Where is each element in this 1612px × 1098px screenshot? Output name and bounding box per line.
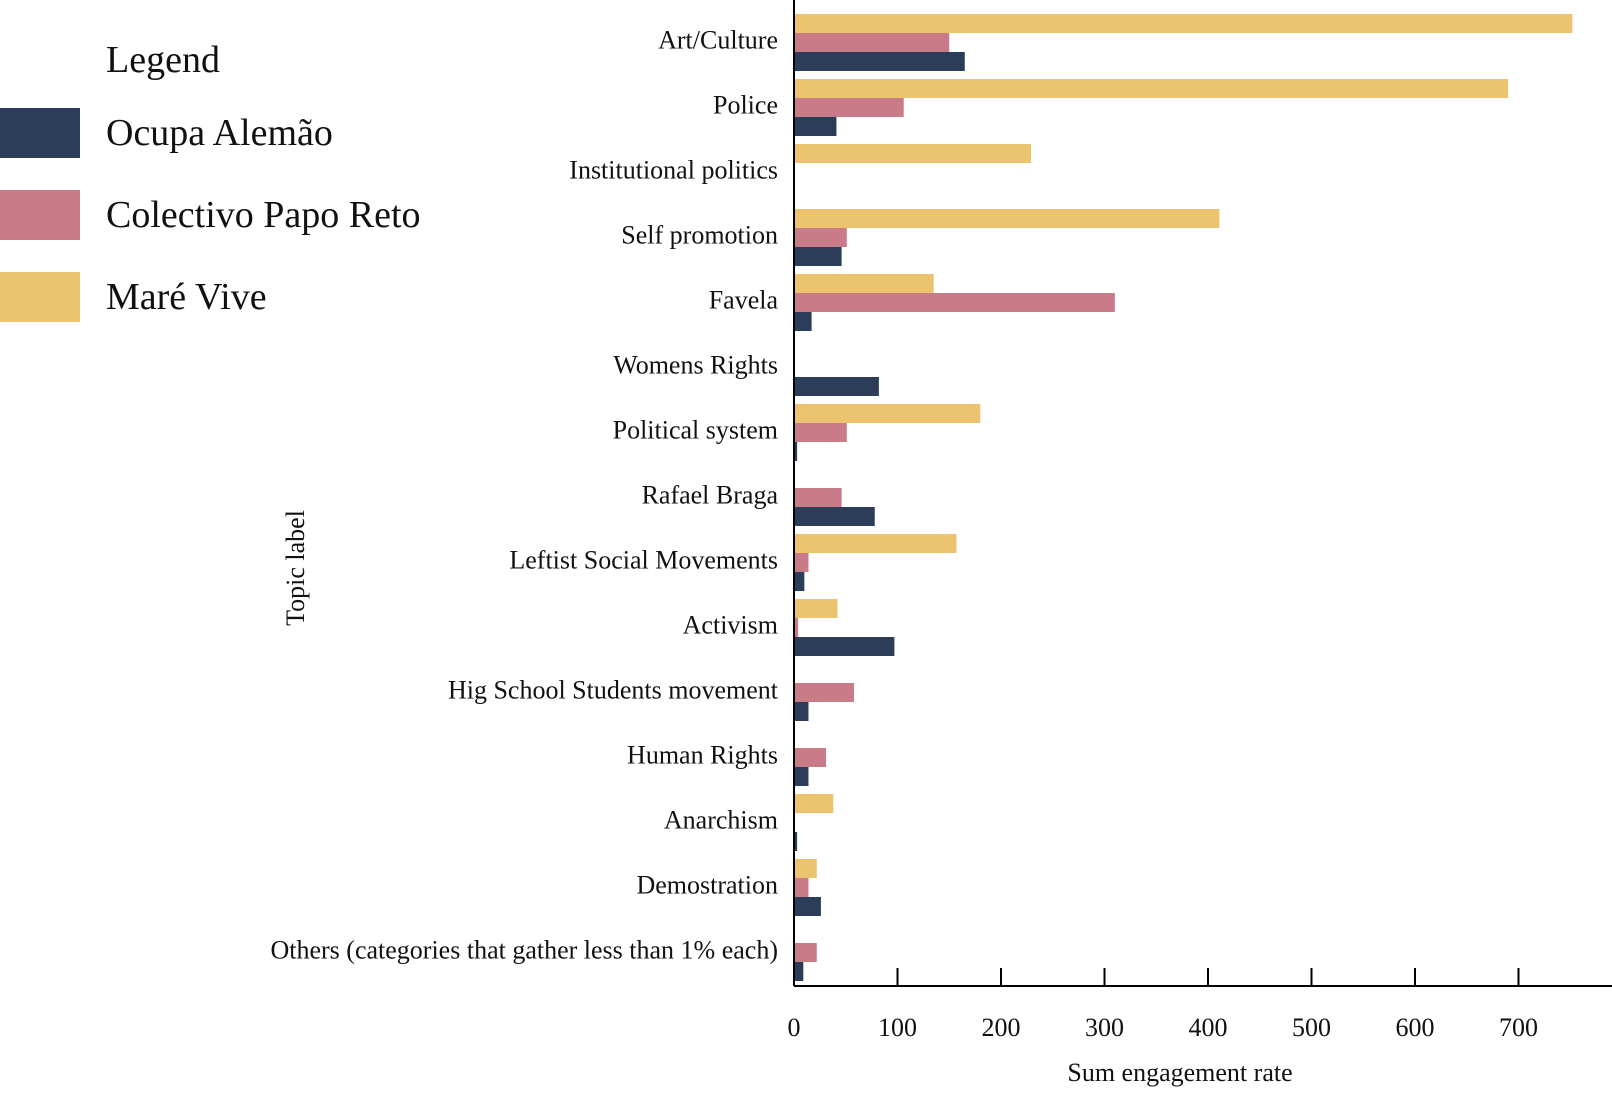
bar-mar-vive-institutional-politics [794, 144, 1032, 163]
bar-colectivo-papo-reto-activism [794, 618, 799, 637]
category-label-political-system: Political system [613, 415, 778, 444]
bar-ocupa-alem-o-hig-school-students-movement [794, 702, 809, 721]
x-tick-label-100: 100 [878, 1013, 917, 1042]
bar-ocupa-alem-o-favela [794, 312, 812, 331]
category-label-hig-school-students-movement: Hig School Students movement [448, 675, 779, 704]
category-label-art-culture: Art/Culture [658, 25, 778, 54]
bar-mar-vive-anarchism [794, 794, 834, 813]
category-label-self-promotion: Self promotion [621, 220, 778, 249]
category-label-womens-rights: Womens Rights [613, 350, 778, 379]
category-label-leftist-social-movements: Leftist Social Movements [509, 545, 778, 574]
bar-mar-vive-demostration [794, 859, 817, 878]
bar-colectivo-papo-reto-human-rights [794, 748, 827, 767]
bar-colectivo-papo-reto-hig-school-students-movement [794, 683, 855, 702]
category-label-anarchism: Anarchism [664, 805, 778, 834]
bar-mar-vive-favela [794, 274, 934, 293]
x-tick-label-400: 400 [1189, 1013, 1228, 1042]
bar-colectivo-papo-reto-leftist-social-movements [794, 553, 809, 572]
bar-ocupa-alem-o-human-rights [794, 767, 809, 786]
x-axis-ticks: 0 100 200 300 400 500 600 700 [788, 968, 1538, 1042]
category-label-police: Police [713, 90, 778, 119]
bar-colectivo-papo-reto-demostration [794, 878, 809, 897]
category-label-rafael-braga: Rafael Braga [642, 480, 779, 509]
bar-colectivo-papo-reto-self-promotion [794, 228, 847, 247]
legend-label-colectivo-papo-reto: Colectivo Papo Reto [106, 194, 421, 236]
category-label-institutional-politics: Institutional politics [569, 155, 778, 184]
x-tick-label-300: 300 [1085, 1013, 1124, 1042]
bar-ocupa-alem-o-activism [794, 637, 895, 656]
bar-ocupa-alem-o-others-categories-that-gather-less-than-1-each [794, 962, 804, 981]
legend-swatch-colectivo-papo-reto [0, 190, 80, 240]
x-tick-label-600: 600 [1396, 1013, 1435, 1042]
category-label-others-categories-that-gather-less-than-1-each: Others (categories that gather less than… [270, 935, 778, 964]
category-label-demostration: Demostration [636, 870, 778, 899]
category-labels: Art/Culture Police Institutional politics S… [270, 25, 778, 964]
bar-mar-vive-art-culture [794, 14, 1573, 33]
bar-mar-vive-self-promotion [794, 209, 1220, 228]
bar-mar-vive-political-system [794, 404, 981, 423]
bar-colectivo-papo-reto-political-system [794, 423, 847, 442]
bar-ocupa-alem-o-leftist-social-movements [794, 572, 805, 591]
bar-mar-vive-activism [794, 599, 838, 618]
bars-group [794, 14, 1573, 981]
bar-colectivo-papo-reto-art-culture [794, 33, 950, 52]
legend-label-mar-vive: Maré Vive [106, 276, 267, 318]
legend-title: Legend [106, 39, 220, 81]
bar-mar-vive-police [794, 79, 1509, 98]
bar-ocupa-alem-o-womens-rights [794, 377, 879, 396]
bar-mar-vive-leftist-social-movements [794, 534, 957, 553]
legend-swatch-ocupa-alem-o [0, 108, 80, 158]
bar-colectivo-papo-reto-others-categories-that-gather-less-than-1-each [794, 943, 817, 962]
bar-ocupa-alem-o-self-promotion [794, 247, 842, 266]
x-tick-label-500: 500 [1292, 1013, 1331, 1042]
legend-swatch-mar-vive [0, 272, 80, 322]
bar-ocupa-alem-o-anarchism [794, 832, 798, 851]
bar-colectivo-papo-reto-police [794, 98, 904, 117]
bar-ocupa-alem-o-art-culture [794, 52, 965, 71]
x-tick-label-700: 700 [1499, 1013, 1538, 1042]
category-label-human-rights: Human Rights [627, 740, 778, 769]
bar-ocupa-alem-o-police [794, 117, 837, 136]
bar-ocupa-alem-o-political-system [794, 442, 798, 461]
x-tick-label-200: 200 [982, 1013, 1021, 1042]
bar-ocupa-alem-o-rafael-braga [794, 507, 875, 526]
bar-ocupa-alem-o-demostration [794, 897, 821, 916]
category-label-activism: Activism [683, 610, 778, 639]
bar-colectivo-papo-reto-rafael-braga [794, 488, 842, 507]
x-tick-label-0: 0 [788, 1013, 801, 1042]
x-axis-label: Sum engagement rate [1067, 1058, 1293, 1087]
category-label-favela: Favela [709, 285, 779, 314]
legend-label-ocupa-alem-o: Ocupa Alemão [106, 112, 333, 154]
bar-colectivo-papo-reto-favela [794, 293, 1115, 312]
y-axis-label: Topic label [281, 510, 310, 626]
